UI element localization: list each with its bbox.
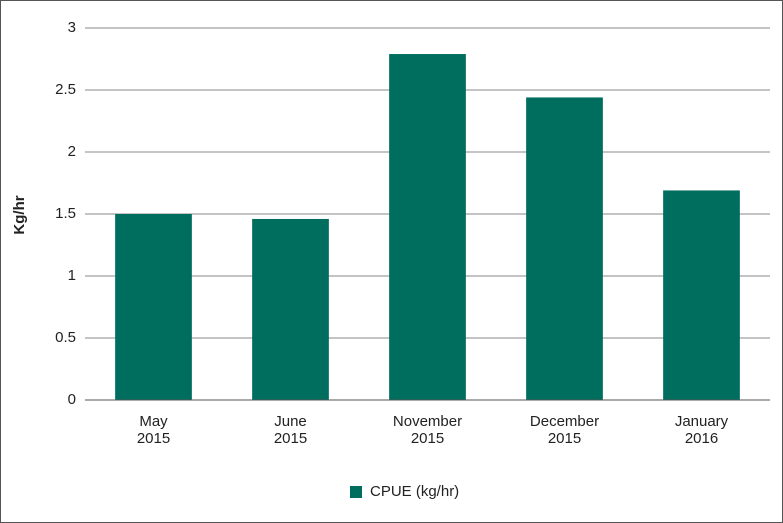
y-tick-label: 0 — [68, 391, 76, 408]
legend-swatch — [350, 486, 362, 498]
y-axis-label: Kg/hr — [11, 195, 28, 234]
y-tick-label: 1 — [68, 267, 76, 284]
bar — [252, 218, 329, 400]
y-tick-label: 3 — [68, 19, 76, 36]
x-tick-label: November 2015 — [393, 413, 462, 447]
x-tick-label: January 2016 — [675, 413, 729, 447]
y-tick-label: 2 — [68, 143, 76, 160]
y-tick-label: 0.5 — [55, 329, 76, 346]
bar — [526, 97, 603, 400]
y-tick-label: 2.5 — [55, 81, 76, 98]
x-tick-label: June 2015 — [274, 413, 307, 447]
y-tick-label: 1.5 — [55, 205, 76, 222]
legend-label: CPUE (kg/hr) — [370, 483, 459, 500]
bar — [389, 54, 466, 400]
bar — [115, 214, 192, 400]
bar — [663, 190, 740, 400]
x-tick-label: December 2015 — [530, 413, 599, 447]
x-tick-label: May 2015 — [137, 413, 170, 447]
